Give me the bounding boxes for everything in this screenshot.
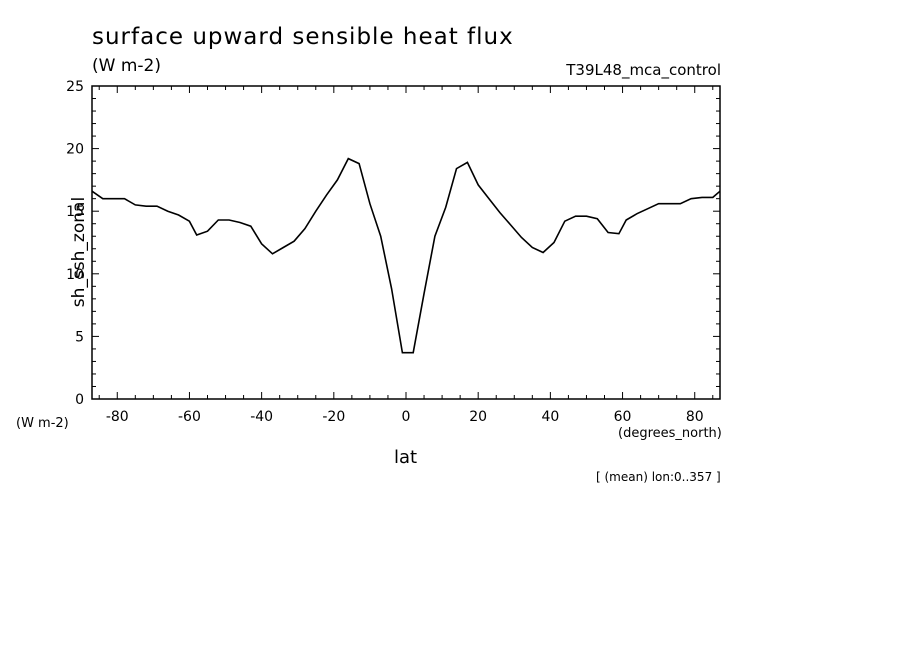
x-tick-label: -80 [106, 409, 129, 425]
y-axis-units: (W m-2) [16, 416, 69, 431]
y-tick-label: 15 [66, 204, 84, 220]
x-axis-label: lat [394, 447, 418, 468]
plot-frame [91, 85, 721, 400]
x-tick-label: -40 [250, 409, 273, 425]
series-line [91, 157, 721, 354]
x-tick-label: 0 [402, 409, 411, 425]
x-axis-units: (degrees_north) [618, 426, 722, 441]
x-tick-label: 80 [686, 409, 704, 425]
x-tick-label: 60 [614, 409, 632, 425]
x-tick-label: 20 [469, 409, 487, 425]
run-label: T39L48_mca_control [566, 61, 721, 79]
y-tick-label: 5 [75, 329, 84, 345]
x-tick-label: 40 [541, 409, 559, 425]
averaging-note: [ (mean) lon:0..357 ] [596, 470, 721, 484]
chart-units: (W m-2) [92, 56, 161, 76]
tick-labels: -80 -60 -40 -20 0 20 40 60 80 0 5 10 15 20 25 [66, 79, 703, 425]
x-tick-label: -60 [178, 409, 201, 425]
y-tick-label: 25 [66, 79, 84, 95]
y-tick-label: 20 [66, 142, 84, 158]
y-tick-label: 10 [66, 267, 84, 283]
chart-title: surface upward sensible heat flux [92, 24, 514, 50]
y-tick-label: 0 [75, 392, 84, 408]
x-tick-label: -20 [322, 409, 345, 425]
